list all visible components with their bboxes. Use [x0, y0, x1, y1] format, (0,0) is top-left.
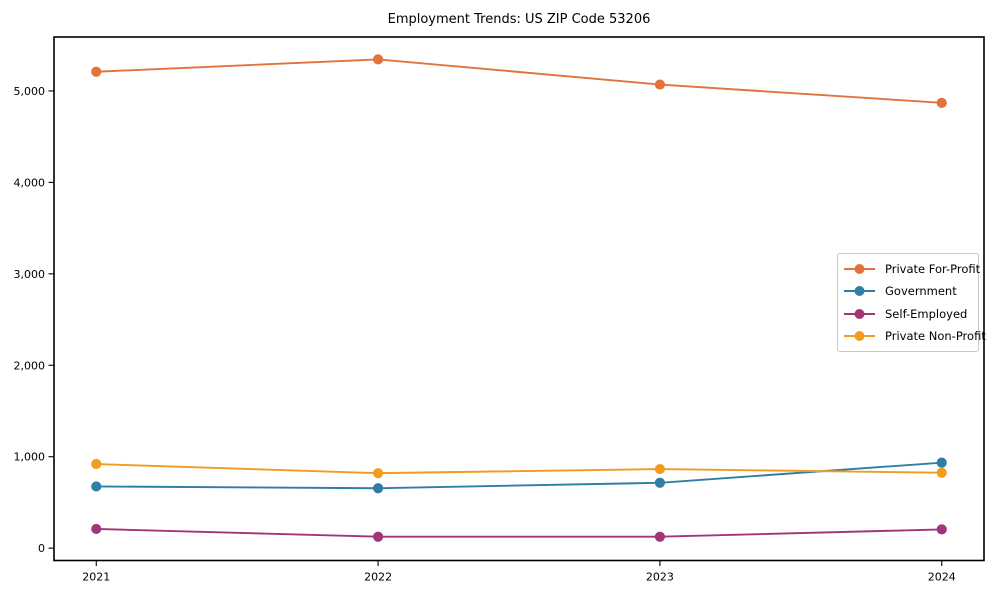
series-line-private-non-profit: [95, 463, 943, 475]
data-point-private-non-profit: [936, 467, 947, 478]
y-axis-tick-label: 3,000: [14, 268, 46, 281]
series-line-private-for-profit: [95, 58, 943, 104]
data-point-private-non-profit: [372, 468, 384, 479]
legend-item-self-employed: Self-Employed: [843, 303, 972, 325]
data-point-private-for-profit: [372, 54, 384, 65]
data-point-self-employed: [654, 531, 666, 542]
data-point-government: [936, 457, 947, 468]
data-point-government: [91, 481, 102, 492]
data-point-government: [372, 483, 384, 494]
y-axis-tick-label: 5,000: [14, 85, 46, 98]
plot-area-spines: [53, 36, 985, 562]
legend-line-marker-icon: [844, 286, 875, 297]
chart-title: Employment Trends: US ZIP Code 53206: [387, 12, 651, 27]
data-point-government: [654, 477, 666, 488]
legend-label: Government: [885, 284, 957, 299]
data-point-self-employed: [936, 524, 947, 535]
legend-label: Self-Employed: [885, 306, 968, 321]
data-point-private-for-profit: [654, 79, 666, 90]
series-line-government: [95, 461, 943, 490]
legend-line-marker-icon: [844, 330, 875, 341]
y-axis-tick-label: 2,000: [14, 359, 46, 372]
legend-item-private-for-profit: Private For-Profit: [843, 258, 980, 280]
x-axis-tick-label: 2023: [646, 571, 674, 584]
x-axis-tick-label: 2021: [82, 571, 110, 584]
legend-label: Private Non-Profit: [885, 328, 986, 343]
y-axis-tick-label: 4,000: [14, 176, 46, 189]
legend: Private For-Profit Government Self-Employe…: [837, 253, 986, 352]
series-line-self-employed: [95, 528, 943, 538]
data-point-private-non-profit: [654, 463, 666, 475]
legend-item-government: Government: [843, 280, 972, 302]
data-point-self-employed: [91, 523, 102, 535]
x-axis-tick-label: 2024: [928, 571, 956, 584]
y-axis-tick-label: 1,000: [14, 451, 46, 464]
x-axis-tick-label: 2022: [364, 571, 392, 584]
data-point-self-employed: [372, 531, 384, 542]
legend-item-private-non-profit: Private Non-Profit: [843, 325, 986, 347]
legend-label: Private For-Profit: [885, 262, 981, 277]
data-point-private-for-profit: [91, 66, 102, 77]
y-axis-tick-label: 0: [38, 542, 45, 555]
legend-line-marker-icon: [844, 264, 875, 275]
data-point-private-non-profit: [91, 458, 102, 470]
data-point-private-for-profit: [936, 97, 947, 108]
legend-line-marker-icon: [844, 308, 875, 319]
